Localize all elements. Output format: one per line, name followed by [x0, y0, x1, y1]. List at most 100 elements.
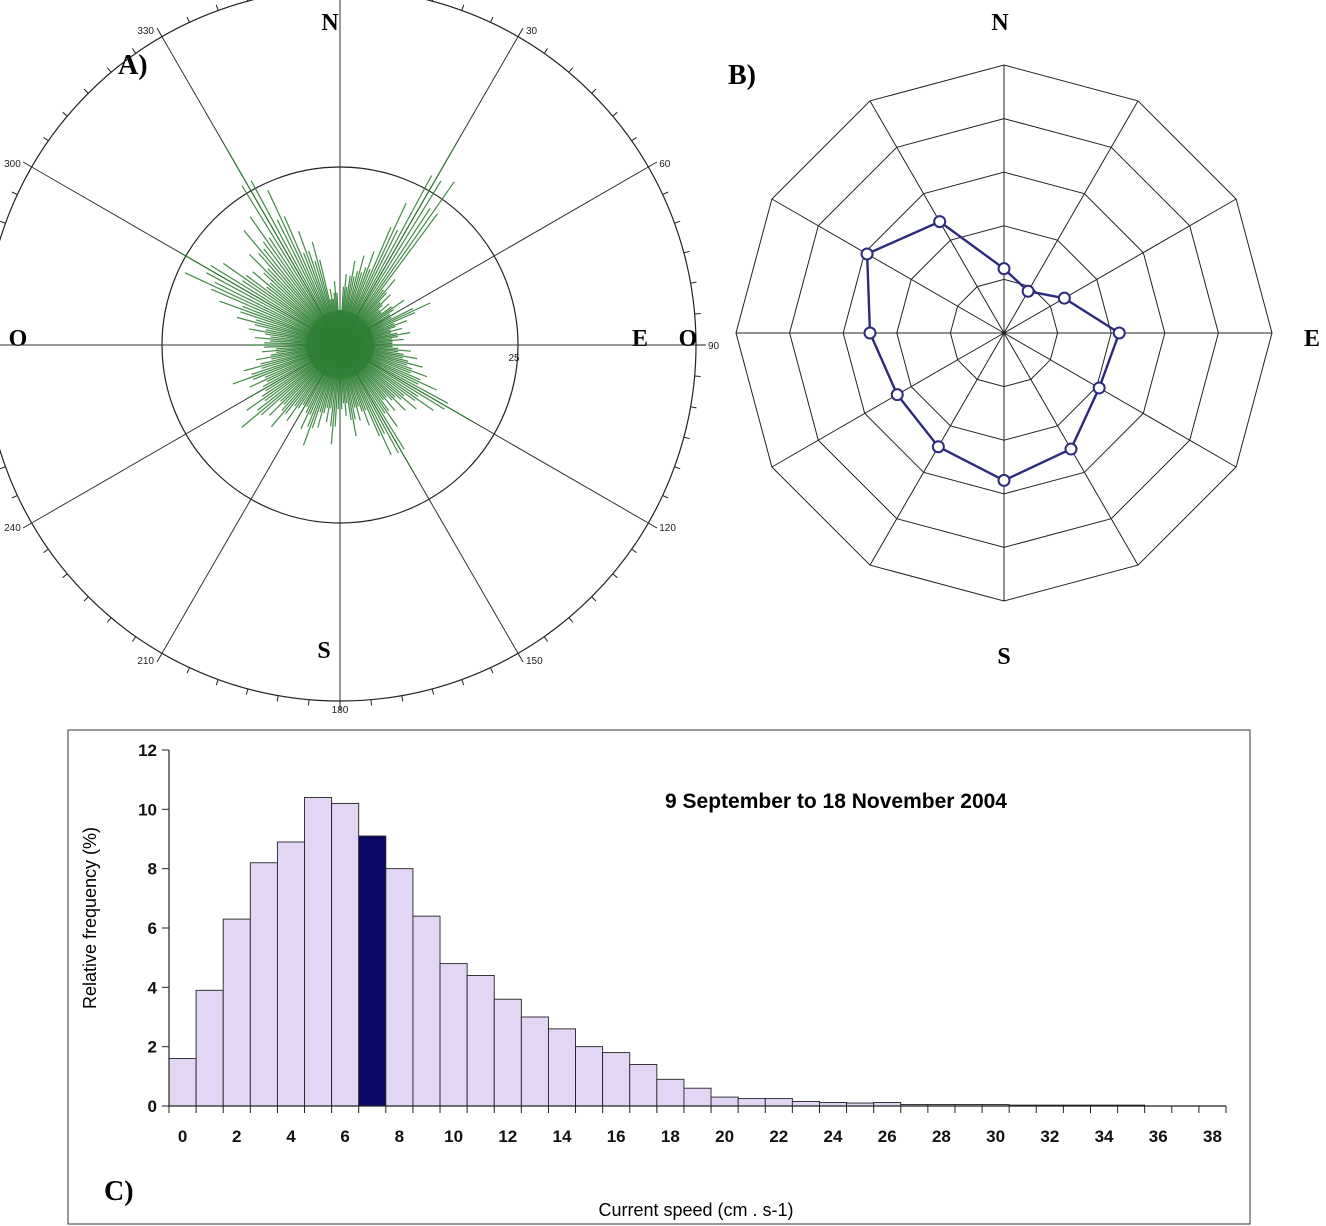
panel-c-bar-8 [385, 868, 414, 1107]
panel-a-tick-325 [131, 48, 137, 54]
panel-c-bar-16 [602, 1052, 631, 1107]
panel-a-tick-120 [648, 522, 658, 529]
panel-a-tick-320 [106, 67, 112, 73]
panel-a-tick-125 [631, 548, 637, 554]
panel-b-point-2 [1057, 291, 1071, 305]
panel-a-label: A) [118, 50, 148, 81]
panel-b-north-label: N [991, 10, 1009, 36]
panel-a-tick-40 [568, 67, 574, 73]
panel-a-tick-80 [690, 281, 697, 284]
panel-c-bar-23 [791, 1101, 820, 1107]
panel-c-bar-3 [249, 862, 278, 1107]
panel-a-tick-85 [694, 312, 701, 315]
panel-c-title: 9 September to 18 November 2004 [665, 790, 1007, 813]
panel-a-angle-label-240: 240 [4, 523, 21, 534]
panel-a-tick-95 [694, 375, 701, 378]
panel-b-south-label: S [997, 644, 1010, 670]
panel-a-tick-230 [62, 573, 68, 579]
panel-b-grid [735, 64, 1273, 602]
panel-c-bar-22 [764, 1098, 793, 1107]
panel-b-point-4 [1092, 381, 1106, 395]
panel-b-east-label: E [1304, 326, 1320, 352]
panel-c-x-tick-label-26: 26 [878, 1127, 897, 1146]
panel-a-north-label: N [321, 10, 339, 36]
panel-a-stick-core [306, 311, 374, 379]
panel-a-tick-185 [307, 699, 310, 706]
panel-c-y-tick-label-12: 12 [138, 741, 157, 760]
panel-c-x-tick-label-18: 18 [661, 1127, 680, 1146]
panel-a-angle-label-180: 180 [332, 705, 349, 716]
panel-c-frame [67, 729, 1251, 1225]
panel-a-tick-335 [186, 16, 191, 23]
panel-a-radial-label-0: 25 [508, 353, 520, 364]
panel-a-tick-210 [156, 653, 163, 663]
panel-b-spoke-10 [771, 198, 1005, 334]
panel-c-x-tick-label-28: 28 [932, 1127, 951, 1146]
panel-a-angle-label-150: 150 [526, 656, 543, 667]
panel-a-tick-215 [131, 636, 137, 642]
panel-a-angle-label-60: 60 [659, 159, 671, 170]
panel-b-series [860, 215, 1126, 487]
panel-c-x-tick-label-6: 6 [340, 1127, 349, 1146]
panel-a-angle-label-210: 210 [137, 656, 154, 667]
panel-b-label: B) [728, 60, 756, 91]
panel-a-tick-170 [401, 695, 404, 702]
panel-a-tick-45 [591, 88, 597, 94]
panel-c-x-tick-label-16: 16 [607, 1127, 626, 1146]
panel-c-y-tick-label-8: 8 [148, 860, 157, 879]
panel-a-tick-115 [662, 494, 669, 499]
panel-a-tick-15 [431, 0, 433, 2]
panel-c-x-tick-label-30: 30 [986, 1127, 1005, 1146]
panel-c-bar-2 [222, 918, 251, 1107]
panel-a-angle-label-330: 330 [137, 26, 154, 37]
panel-c-y-tick-label-6: 6 [148, 919, 157, 938]
panel-a-tick-160 [461, 679, 465, 686]
panel-a-tick-110 [674, 466, 681, 470]
panel-c-bar-11 [466, 975, 495, 1107]
panel-b-point-8 [890, 388, 904, 402]
panel-a-tick-55 [631, 136, 637, 142]
panel-a-stick-6-1 [339, 141, 458, 346]
panel-a-stick-66-1 [225, 147, 341, 346]
panel-c-y-tick-label-4: 4 [148, 978, 158, 997]
panel-c-x-tick-label-0: 0 [178, 1127, 187, 1146]
panel-c-bar-14 [547, 1028, 576, 1107]
panel-a-angle-label-300: 300 [4, 159, 21, 170]
panel-b-point-7 [931, 440, 945, 454]
panel-a-tick-235 [43, 548, 49, 554]
panel-b-point-0 [997, 262, 1011, 276]
panel-a-tick-25 [489, 16, 494, 23]
panel-c-x-tick-label-14: 14 [553, 1127, 572, 1146]
panel-c-x-tick-label-20: 20 [715, 1127, 734, 1146]
panel-c-x-tick-label-2: 2 [232, 1127, 241, 1146]
panel-a-angle-label-30: 30 [526, 26, 538, 37]
panel-c-x-tick-label-34: 34 [1095, 1127, 1114, 1146]
panel-a-tick-250 [0, 466, 6, 470]
panel-c-bar-19 [683, 1087, 712, 1107]
panel-a-west-label: O [9, 326, 28, 352]
panel-a-tick-295 [11, 191, 18, 196]
panel-a-tick-190 [276, 695, 279, 702]
panel-c-x-tick-label-36: 36 [1149, 1127, 1168, 1146]
panel-a-polar-stick-plot: A) N S E O 03060901201501802102402703003… [0, 0, 720, 716]
panel-a-angle-label-90: 90 [708, 341, 720, 352]
panel-c-bar-12 [493, 998, 522, 1107]
panel-a-tick-195 [245, 688, 249, 695]
panel-b-point-5 [1064, 442, 1078, 456]
panel-a-tick-105 [683, 436, 690, 440]
panel-c-bar-9 [412, 915, 441, 1107]
panel-c-bar-20 [710, 1096, 739, 1107]
panel-a-tick-315 [83, 88, 89, 94]
panel-a-east-label: E [632, 326, 648, 352]
panel-a-tick-100 [690, 406, 697, 409]
panel-b-point-3 [1112, 326, 1126, 340]
panel-a-angle-label-120: 120 [659, 523, 676, 534]
panel-b-spoke-1 [1003, 100, 1139, 334]
panel-c-x-tick-label-24: 24 [824, 1127, 843, 1146]
panel-a-tick-50 [612, 111, 618, 117]
panel-c-bar-4 [276, 841, 305, 1107]
panel-b-west-label: O [679, 326, 698, 352]
panel-a-tick-35 [543, 48, 549, 54]
